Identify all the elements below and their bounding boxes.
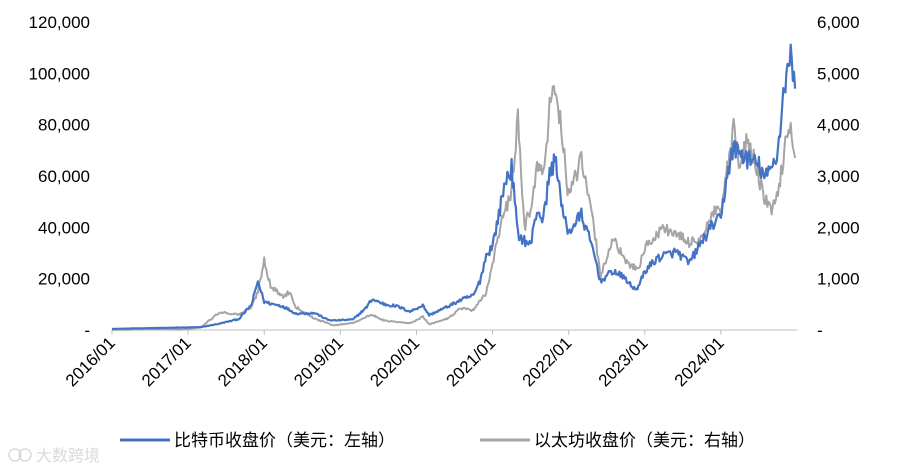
y-left-tick-label: 120,000	[29, 13, 90, 32]
x-tick-label: 2017/01	[138, 333, 195, 390]
y-left-tick-label: -	[84, 321, 90, 340]
y-right-tick-label: 4,000	[817, 116, 860, 135]
y-right-tick-label: 6,000	[817, 13, 860, 32]
series-line-btc	[111, 43, 797, 331]
series-line-eth	[112, 84, 797, 331]
y-right-tick-label: -	[817, 321, 823, 340]
y-left-axis: - 20,000 40,000 60,000 80,000 100,000 120,000	[29, 13, 90, 340]
y-left-tick-label: 80,000	[38, 116, 90, 135]
legend: 比特币收盘价（美元：左轴） 以太坊收盘价（美元：右轴）	[120, 431, 755, 451]
y-left-tick-label: 20,000	[38, 270, 90, 289]
x-tick-label: 2024/01	[671, 333, 728, 390]
x-tick-label: 2023/01	[595, 333, 652, 390]
x-tick-label: 2022/01	[519, 333, 576, 390]
y-right-tick-label: 3,000	[817, 167, 860, 186]
x-tick-label: 2020/01	[366, 333, 423, 390]
y-right-tick-label: 1,000	[817, 270, 860, 289]
x-tick-label: 2016/01	[62, 333, 119, 390]
legend-label-btc: 比特币收盘价（美元：左轴）	[174, 431, 395, 451]
watermark: 大数跨境	[8, 446, 100, 465]
x-axis-ticks: 2016/01 2017/01 2018/01 2019/01 2020/01 2021/…	[62, 330, 728, 390]
y-right-tick-label: 5,000	[817, 64, 860, 83]
y-right-axis: - 1,000 2,000 3,000 4,000 5,000 6,000	[817, 13, 860, 340]
x-tick-label: 2019/01	[290, 333, 347, 390]
plot-area	[111, 43, 797, 331]
watermark-text: 大数跨境	[36, 446, 100, 465]
y-left-tick-label: 40,000	[38, 218, 90, 237]
y-left-tick-label: 100,000	[29, 64, 90, 83]
x-tick-label: 2021/01	[442, 333, 499, 390]
x-tick-label: 2018/01	[214, 333, 271, 390]
y-right-tick-label: 2,000	[817, 218, 860, 237]
legend-label-eth: 以太坊收盘价（美元：右轴）	[534, 431, 755, 451]
y-left-tick-label: 60,000	[38, 167, 90, 186]
